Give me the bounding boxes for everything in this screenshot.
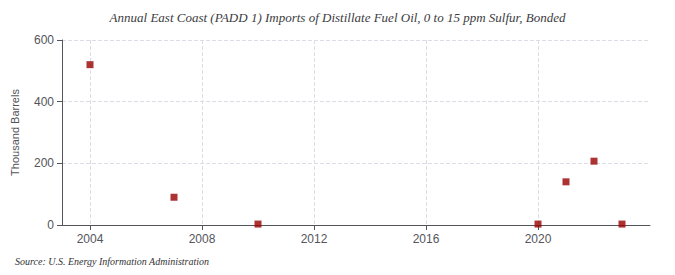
svg-text:400: 400 — [34, 95, 54, 109]
svg-text:2008: 2008 — [189, 232, 216, 246]
svg-text:2004: 2004 — [77, 232, 104, 246]
svg-text:600: 600 — [34, 33, 54, 47]
svg-text:2012: 2012 — [301, 232, 328, 246]
svg-text:Annual East Coast (PADD 1) Imp: Annual East Coast (PADD 1) Imports of Di… — [109, 10, 566, 25]
svg-text:0: 0 — [47, 218, 54, 232]
svg-text:2016: 2016 — [413, 232, 440, 246]
svg-text:2020: 2020 — [525, 232, 552, 246]
svg-text:Thousand Barrels: Thousand Barrels — [9, 89, 21, 176]
svg-text:Source: U.S. Energy Informatio: Source: U.S. Energy Information Administ… — [15, 256, 209, 267]
svg-text:200: 200 — [34, 156, 54, 170]
